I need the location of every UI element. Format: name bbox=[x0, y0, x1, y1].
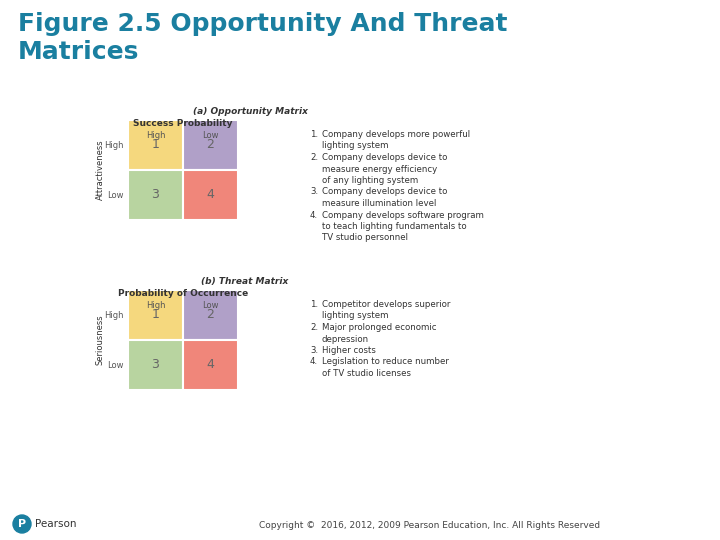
Text: Low: Low bbox=[107, 191, 124, 199]
Text: Copyright ©  2016, 2012, 2009 Pearson Education, Inc. All Rights Reserved: Copyright © 2016, 2012, 2009 Pearson Edu… bbox=[259, 521, 600, 530]
Text: Matrices: Matrices bbox=[18, 40, 140, 64]
Text: (b) Threat Matrix: (b) Threat Matrix bbox=[202, 277, 289, 286]
Text: Low: Low bbox=[202, 301, 219, 310]
Text: 4: 4 bbox=[207, 359, 215, 372]
Text: Company develops more powerful: Company develops more powerful bbox=[322, 130, 470, 139]
Text: 4.: 4. bbox=[310, 211, 318, 219]
Text: 2.: 2. bbox=[310, 323, 318, 332]
Text: 1: 1 bbox=[152, 138, 159, 152]
Text: Pearson: Pearson bbox=[35, 519, 76, 529]
Text: High: High bbox=[104, 310, 124, 320]
Text: of TV studio licenses: of TV studio licenses bbox=[322, 369, 411, 378]
Text: 4.: 4. bbox=[310, 357, 318, 367]
Text: lighting system: lighting system bbox=[322, 141, 389, 151]
Text: Legislation to reduce number: Legislation to reduce number bbox=[322, 357, 449, 367]
Bar bbox=[128, 170, 183, 220]
Text: Success Probability: Success Probability bbox=[133, 119, 233, 128]
Text: (a) Opportunity Matrix: (a) Opportunity Matrix bbox=[192, 107, 307, 116]
Text: measure energy efficiency: measure energy efficiency bbox=[322, 165, 437, 173]
Text: 2.: 2. bbox=[310, 153, 318, 162]
Text: Low: Low bbox=[202, 131, 219, 140]
Text: Figure 2.5 Opportunity And Threat: Figure 2.5 Opportunity And Threat bbox=[18, 12, 508, 36]
Text: of any lighting system: of any lighting system bbox=[322, 176, 418, 185]
Text: depression: depression bbox=[322, 334, 369, 343]
Text: 2: 2 bbox=[207, 308, 215, 321]
Bar bbox=[183, 290, 238, 340]
Bar bbox=[128, 120, 183, 170]
Text: Major prolonged economic: Major prolonged economic bbox=[322, 323, 436, 332]
Text: High: High bbox=[104, 140, 124, 150]
Bar bbox=[183, 340, 238, 390]
Text: measure illumination level: measure illumination level bbox=[322, 199, 436, 208]
Text: Higher costs: Higher costs bbox=[322, 346, 376, 355]
Bar bbox=[128, 290, 183, 340]
Text: 1.: 1. bbox=[310, 300, 318, 309]
Text: Company develops software program: Company develops software program bbox=[322, 211, 484, 219]
Text: TV studio personnel: TV studio personnel bbox=[322, 233, 408, 242]
Text: 3.: 3. bbox=[310, 187, 318, 197]
Bar bbox=[128, 340, 183, 390]
Text: to teach lighting fundamentals to: to teach lighting fundamentals to bbox=[322, 222, 467, 231]
Text: High: High bbox=[145, 131, 166, 140]
Bar bbox=[183, 170, 238, 220]
Bar bbox=[183, 120, 238, 170]
Text: Competitor develops superior: Competitor develops superior bbox=[322, 300, 451, 309]
Text: Low: Low bbox=[107, 361, 124, 369]
Text: 4: 4 bbox=[207, 188, 215, 201]
Text: 1: 1 bbox=[152, 308, 159, 321]
Text: Company develops device to: Company develops device to bbox=[322, 187, 447, 197]
Text: 3.: 3. bbox=[310, 346, 318, 355]
Text: 2: 2 bbox=[207, 138, 215, 152]
Text: P: P bbox=[18, 519, 26, 529]
Text: Company develops device to: Company develops device to bbox=[322, 153, 447, 162]
Text: Attractiveness: Attractiveness bbox=[96, 140, 104, 200]
Text: 3: 3 bbox=[152, 359, 159, 372]
Text: 3: 3 bbox=[152, 188, 159, 201]
Text: Probability of Occurrence: Probability of Occurrence bbox=[118, 289, 248, 298]
Text: Seriousness: Seriousness bbox=[96, 315, 104, 366]
Text: 1.: 1. bbox=[310, 130, 318, 139]
Circle shape bbox=[13, 515, 31, 533]
Text: lighting system: lighting system bbox=[322, 312, 389, 321]
Text: High: High bbox=[145, 301, 166, 310]
